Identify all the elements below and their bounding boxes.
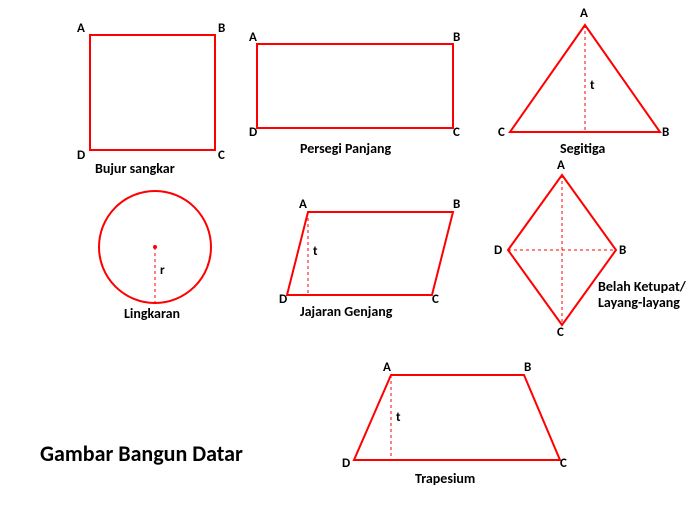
parallelogram-shape — [287, 212, 453, 295]
parallelogram-vertex-c: C — [432, 292, 439, 307]
rectangle-name: Persegi Panjang — [300, 140, 391, 157]
triangle-name: Segitiga — [560, 140, 605, 157]
rectangle-shape — [257, 44, 453, 128]
parallelogram-vertex-a: A — [299, 197, 307, 212]
square-vertex-b: B — [218, 21, 225, 36]
rhombus-vertex-a: A — [557, 158, 565, 173]
circle-center-dot — [153, 245, 157, 249]
circle-name: Lingkaran — [124, 305, 180, 322]
parallelogram-vertex-b: B — [453, 197, 460, 212]
trapezoid-vertex-d: D — [342, 456, 350, 471]
rectangle-vertex-d: D — [249, 125, 257, 140]
trapezoid-vertex-b: B — [524, 360, 531, 375]
square-name: Bujur sangkar — [95, 160, 175, 177]
triangle-height-label: t — [590, 78, 595, 93]
triangle-vertex-a: A — [580, 6, 588, 21]
triangle-vertex-b: B — [662, 125, 669, 140]
rhombus-vertex-d: D — [494, 243, 502, 258]
rhombus-name-2: Layang-layang — [598, 294, 680, 311]
triangle-vertex-c: C — [498, 125, 505, 140]
trapezoid-vertex-c: C — [560, 456, 567, 471]
trapezoid-name: Trapesium — [415, 470, 475, 487]
parallelogram-name: Jajaran Genjang — [300, 303, 392, 320]
square-shape — [90, 35, 215, 150]
square-vertex-c: C — [218, 148, 225, 163]
rhombus-vertex-b: B — [619, 243, 626, 258]
square-vertex-d: D — [77, 148, 85, 163]
rhombus-vertex-c: C — [557, 325, 564, 340]
rectangle-vertex-a: A — [249, 30, 257, 45]
rectangle-vertex-c: C — [453, 125, 460, 140]
parallelogram-height-label: t — [313, 244, 318, 259]
rectangle-vertex-b: B — [453, 30, 460, 45]
rhombus-name-1: Belah Ketupat/ — [598, 278, 686, 295]
parallelogram-vertex-d: D — [279, 292, 287, 307]
circle-radius-label: r — [160, 263, 165, 278]
page-title: Gambar Bangun Datar — [40, 440, 243, 467]
square-vertex-a: A — [77, 21, 85, 36]
trapezoid-shape — [354, 375, 560, 460]
trapezoid-vertex-a: A — [383, 360, 391, 375]
trapezoid-height-label: t — [396, 410, 401, 425]
